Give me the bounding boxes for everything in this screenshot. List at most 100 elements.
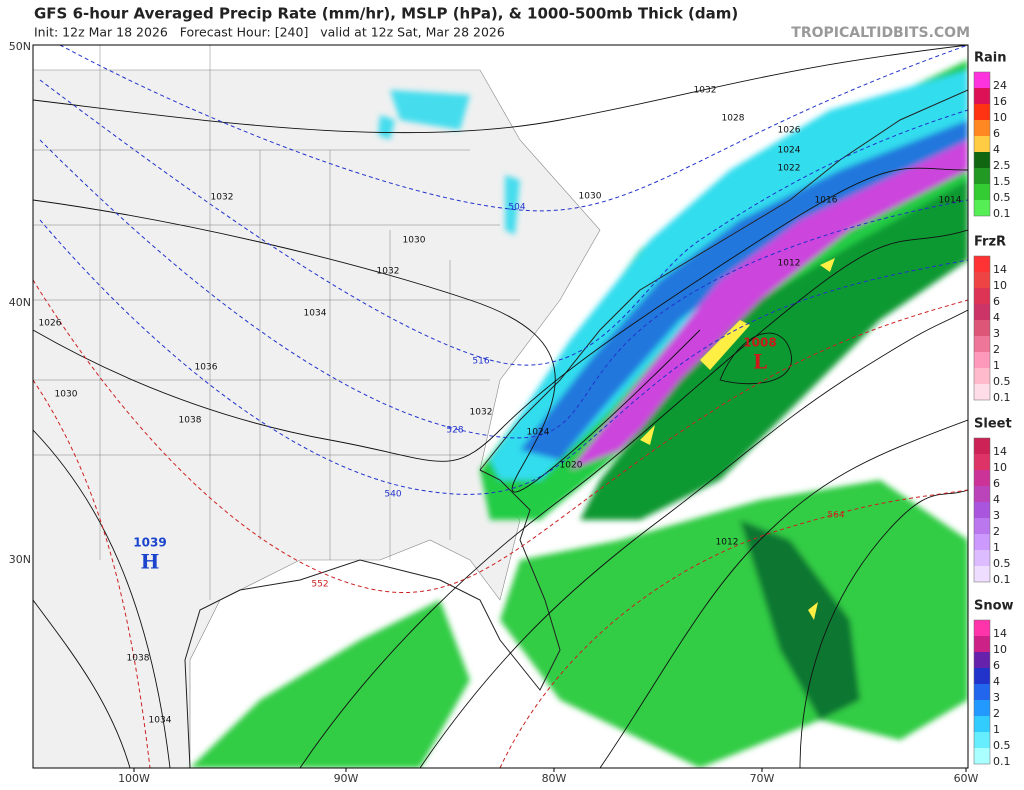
legend-level: 2.5 [993, 159, 1011, 172]
legend-swatch [974, 668, 990, 684]
legend-swatch [974, 168, 990, 184]
legend-swatch [974, 288, 990, 304]
isobar-label: 1026 [778, 126, 801, 136]
thickness-label: 516 [472, 357, 489, 367]
thickness-label: 564 [827, 511, 844, 521]
legend-level: 0.5 [993, 739, 1011, 752]
legend-level: 4 [993, 311, 1000, 324]
legend-swatch [974, 550, 990, 566]
legend-swatch [974, 200, 990, 216]
legend-swatch [974, 272, 990, 288]
legend-swatch [974, 534, 990, 550]
legend-swatch [974, 502, 990, 518]
legend-swatch [974, 518, 990, 534]
legend-level: 3 [993, 327, 1000, 340]
legend-swatch [974, 368, 990, 384]
legend-frame [973, 255, 991, 401]
isobar-label: 1032 [470, 408, 493, 418]
legend-swatch [974, 184, 990, 200]
isobar-label: 1038 [179, 416, 202, 426]
legend-level: 10 [993, 111, 1007, 124]
isobar-label: 1034 [149, 716, 172, 726]
legend-level: 10 [993, 643, 1007, 656]
legend-level: 0.1 [993, 391, 1011, 404]
thickness-label: 540 [384, 490, 401, 500]
legend-level: 6 [993, 295, 1000, 308]
isobar-label: 1024 [527, 428, 550, 438]
isobar-label: 1030 [403, 236, 426, 246]
isobar-label: 1030 [579, 192, 602, 202]
lat-label: 50N [9, 40, 31, 53]
legend-level: 24 [993, 79, 1007, 92]
isobar-label: 1038 [127, 654, 150, 664]
legend-swatch [974, 566, 990, 582]
lon-label: 60W [954, 772, 979, 785]
legend-level: 1 [993, 359, 1000, 372]
legend-level: 1 [993, 723, 1000, 736]
legend-title: Snow [974, 599, 1014, 614]
legend-swatch [974, 470, 990, 486]
legend-level: 4 [993, 143, 1000, 156]
legend-level: 3 [993, 691, 1000, 704]
legend-level: 10 [993, 461, 1007, 474]
legend-title: FrzR [974, 235, 1006, 250]
legend-frame [973, 619, 991, 765]
lon-label: 80W [542, 772, 567, 785]
legend-level: 4 [993, 493, 1000, 506]
legend-level: 4 [993, 675, 1000, 688]
legend-level: 14 [993, 627, 1007, 640]
thickness-label: 504 [508, 203, 525, 213]
legend-level: 6 [993, 659, 1000, 672]
isobar-label: 1016 [815, 196, 838, 206]
legend-swatch [974, 454, 990, 470]
legend-level: 1.5 [993, 175, 1011, 188]
legend-level: 3 [993, 509, 1000, 522]
legend-title: Sleet [974, 417, 1012, 432]
isobar-label: 1020 [560, 461, 583, 471]
legend-level: 1 [993, 541, 1000, 554]
isobar-label: 1030 [55, 390, 78, 400]
isobar-label: 1024 [778, 146, 801, 156]
legend-swatch [974, 152, 990, 168]
legend-swatch [974, 320, 990, 336]
lon-label: 90W [334, 772, 359, 785]
legend-level: 16 [993, 95, 1007, 108]
lon-label: 70W [750, 772, 775, 785]
legend-swatch [974, 304, 990, 320]
isobar-label: 1032 [694, 86, 717, 96]
isobar-label: 1012 [716, 538, 739, 548]
legend-level: 0.1 [993, 573, 1011, 586]
legend-swatch [974, 684, 990, 700]
legend-level: 2 [993, 525, 1000, 538]
center-letter: L [753, 350, 767, 374]
legend-level: 2 [993, 343, 1000, 356]
legend-level: 0.5 [993, 191, 1011, 204]
legend-swatch [974, 732, 990, 748]
legend-swatch [974, 620, 990, 636]
legend-level: 6 [993, 127, 1000, 140]
isobar-label: 1012 [778, 259, 801, 269]
legend-level: 0.5 [993, 557, 1011, 570]
legend-title: Rain [974, 51, 1007, 66]
center-letter: H [141, 550, 160, 574]
center-pressure: 1008 [743, 336, 776, 350]
lat-label: 30N [9, 553, 31, 566]
thickness-label: 552 [311, 580, 328, 590]
legend-swatch [974, 104, 990, 120]
legend-swatch [974, 88, 990, 104]
thickness-label: 528 [446, 426, 463, 436]
legend-level: 14 [993, 445, 1007, 458]
legend-swatch [974, 256, 990, 272]
legend-swatch [974, 652, 990, 668]
legend-level: 14 [993, 263, 1007, 276]
title: GFS 6-hour Averaged Precip Rate (mm/hr),… [34, 5, 738, 23]
legend-level: 10 [993, 279, 1007, 292]
isobar-label: 1036 [195, 363, 218, 373]
legend-swatch [974, 136, 990, 152]
isobar-label: 1026 [39, 319, 62, 329]
isobar-label: 1032 [211, 193, 234, 203]
isobar-label: 1014 [939, 196, 962, 206]
legend-swatch [974, 748, 990, 764]
lon-label: 100W [118, 772, 150, 785]
